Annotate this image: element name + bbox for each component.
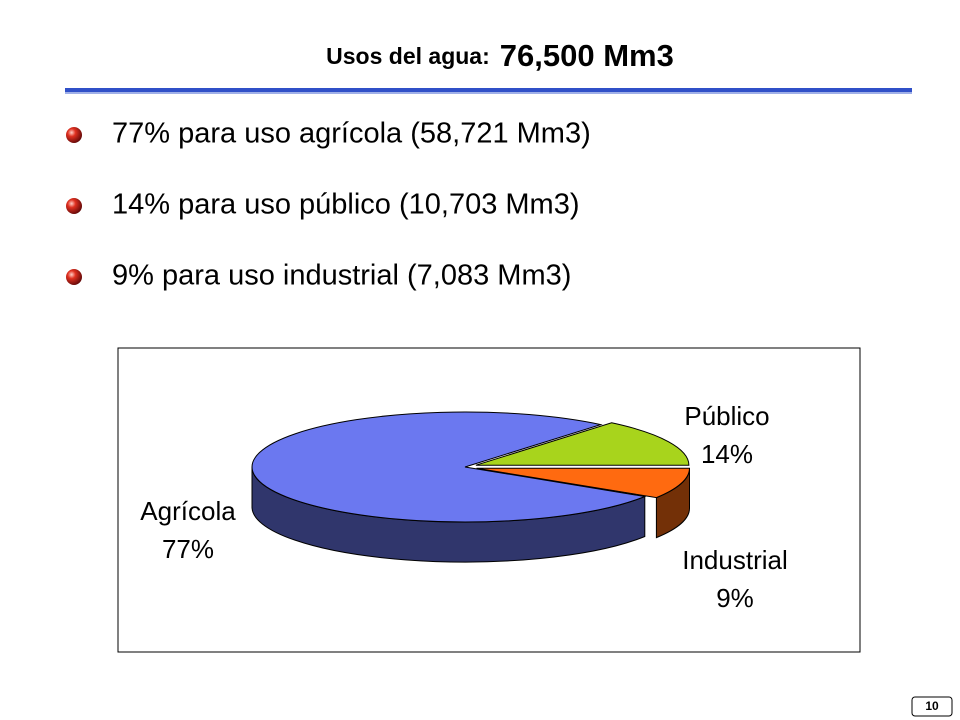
slice-top [476,467,691,499]
bullet-text: 9% para uso industrial (7,083 Mm3) [112,260,571,292]
bullet-list: 77% para uso agrícola (58,721 Mm3) 14% pa… [66,118,591,292]
bullet-icon [66,127,82,143]
bullet-text: 14% para uso público (10,703 Mm3) [112,189,579,221]
slice-value-label: 14% [701,439,753,469]
bullet-icon [66,269,82,285]
title-text: Usos del agua: [326,43,490,69]
title-total: 76,500 Mm3 [500,38,674,73]
slice-top [475,422,690,466]
slide-title: Usos del agua: 76,500 Mm3 [326,38,674,73]
slice-label: Industrial [682,545,788,575]
slice-value-label: 77% [162,534,214,564]
slice-label: Agrícola [140,496,236,526]
bullet-icon [66,198,82,214]
slice-top [251,411,647,523]
slice-label: Público [684,401,769,431]
bullet-text: 77% para uso agrícola (58,721 Mm3) [112,118,591,150]
pie-slice [476,467,691,539]
pie-slice [475,422,690,466]
slice-value-label: 9% [716,583,754,613]
pie-slice [251,411,647,563]
page-number-box [911,696,953,717]
page-number: 10 [925,699,939,713]
pie-chart: Agrícola 77% Público 14% Industrial 9% [140,401,787,613]
